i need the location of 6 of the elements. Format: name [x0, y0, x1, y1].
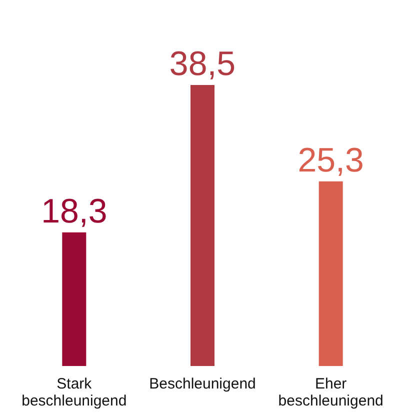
data-label: 18,3 [41, 192, 108, 230]
x-tick-label: Beschleunigend [149, 376, 256, 392]
x-tick-label: Eher beschleunigend [278, 376, 384, 410]
data-label: 38,5 [169, 45, 236, 83]
data-label: 25,3 [298, 141, 364, 180]
x-tick-label: Stark beschleunigend [22, 376, 127, 410]
